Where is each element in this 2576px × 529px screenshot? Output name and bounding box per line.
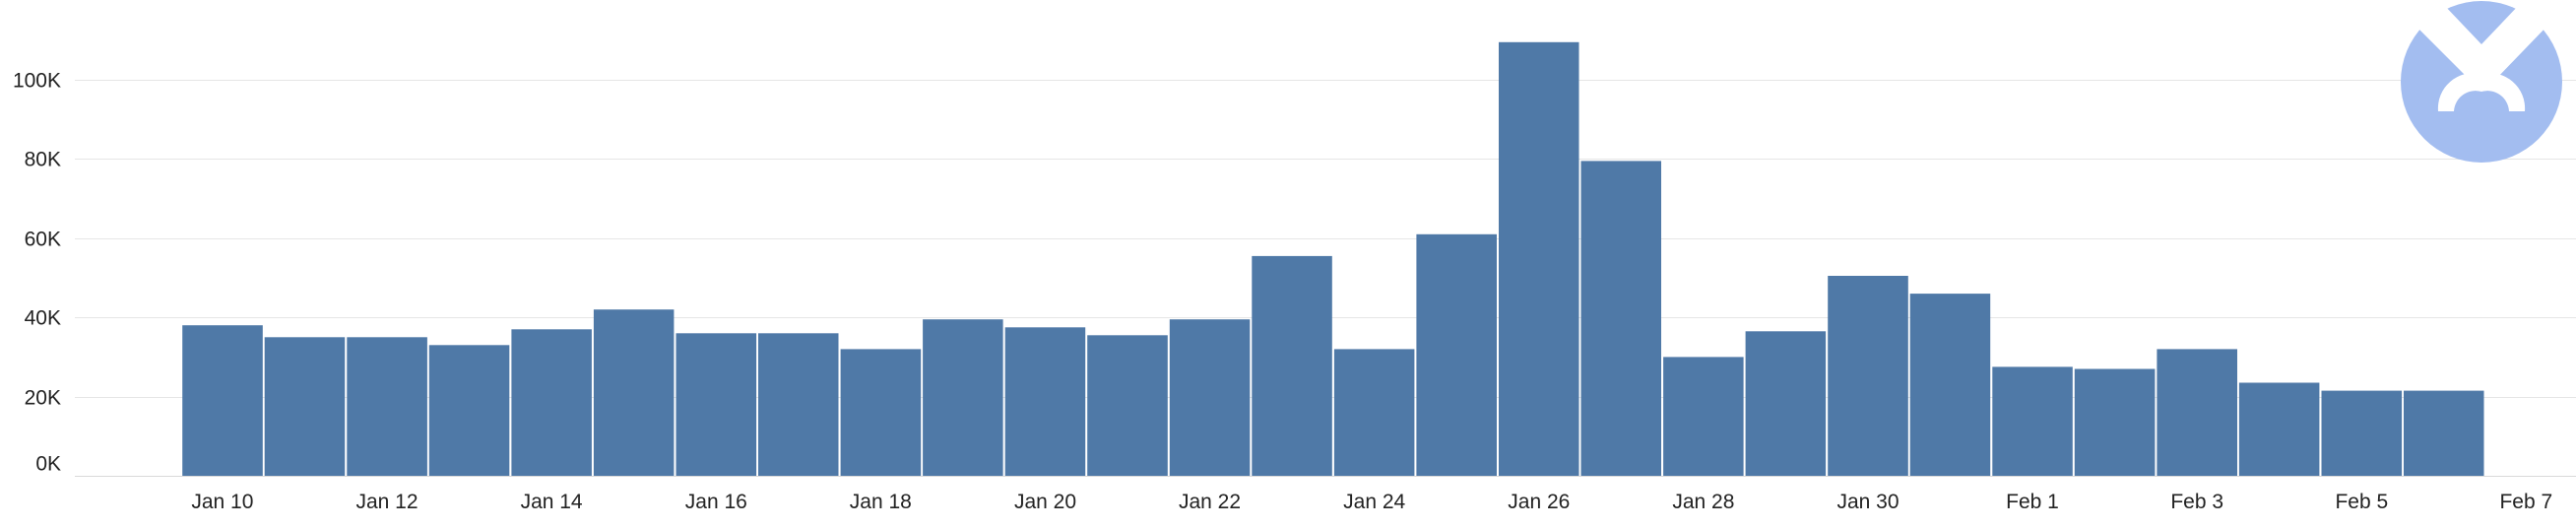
bar-jan-19[interactable]: Jan 19: 39500 [923,319,1003,476]
bar-jan-31[interactable]: Jan 31: 46000 [1909,294,1991,476]
x-tick-label: Feb 1 [2006,491,2059,513]
y-tick-label: 20K [25,387,61,410]
bar-feb-4[interactable]: Feb 4: 23500 [2238,382,2320,477]
y-tick-label: 0K [35,453,61,476]
bar-jan-13[interactable]: Jan 13: 33000 [428,345,510,476]
bar-jan-10[interactable]: Jan 10: 38000 [182,325,263,476]
bar-feb-2[interactable]: Feb 2: 27000 [2074,368,2156,477]
logo-m-shape [2413,3,2550,82]
x-tick-label: Jan 16 [685,491,747,513]
bar-jan-21[interactable]: Jan 21: 35500 [1087,335,1168,476]
bar-feb-3[interactable]: Feb 3: 32000 [2157,349,2237,476]
bar-jan-14[interactable]: Jan 14: 37000 [511,329,592,476]
x-tick-label: Feb 7 [2499,491,2552,513]
logo-inner-arc [2437,73,2526,111]
x-tick-label: Jan 30 [1836,491,1899,513]
bar-jan-28[interactable]: Jan 28: 30000 [1663,357,1744,476]
malwarebytes-logo-icon [2401,1,2562,163]
y-tick-label: 60K [25,229,61,251]
bar-jan-23[interactable]: Jan 23: 55500 [1252,255,1332,476]
bar-jan-20[interactable]: Jan 20: 37500 [1004,327,1086,477]
bar-jan-24[interactable]: Jan 24: 32000 [1333,349,1415,476]
x-tick-label: Jan 26 [1508,491,1570,513]
bar-jan-12[interactable]: Jan 12: 35000 [347,337,427,476]
bar-jan-18[interactable]: Jan 18: 32000 [840,349,922,476]
x-tick-label: Jan 12 [355,491,418,513]
x-tick-label: Feb 3 [2170,491,2223,513]
x-tick-label: Jan 28 [1672,491,1734,513]
x-tick-label: Jan 22 [1179,491,1241,513]
bar-jan-25[interactable]: Jan 25: 61000 [1416,233,1497,476]
x-tick-label: Jan 10 [191,491,253,513]
bar-jan-17[interactable]: Jan 17: 36000 [758,333,839,476]
bar-feb-6[interactable]: Feb 6: 21500 [2404,390,2484,476]
bar-jan-26[interactable]: Jan 26: 109500 [1499,41,1579,477]
x-tick-label: Jan 24 [1343,491,1405,513]
x-tick-label: Jan 14 [521,491,583,513]
y-tick-label: 80K [25,149,61,171]
y-tick-label: 100K [13,70,61,93]
axes: 0K 20K 40K 60K 80K 100K Jan 10 Jan 12 Jan 14 Jan … [13,70,2576,513]
bar-feb-5[interactable]: Feb 5: 21500 [2321,390,2403,476]
x-tick-label: Jan 20 [1014,491,1076,513]
bar-jan-30[interactable]: Jan 30: 50500 [1828,276,1908,476]
x-tick-label: Feb 5 [2335,491,2388,513]
bar-jan-27[interactable]: Jan 27: 79500 [1580,161,1662,476]
bar-jan-11[interactable]: Jan 11: 35000 [264,337,346,476]
bar-jan-22[interactable]: Jan 22: 39500 [1169,319,1251,476]
bar-jan-16[interactable]: Jan 16: 36000 [676,333,757,476]
bar-feb-1[interactable]: Feb 1: 27500 [1992,366,2073,476]
bar-jan-15[interactable]: Jan 15: 42000 [593,309,675,476]
x-tick-label: Jan 18 [850,491,912,513]
bars: Jan 10: 38000Jan 11: 35000Jan 12: 35000J… [182,41,2484,477]
bar-jan-29[interactable]: Jan 29: 36500 [1745,331,1827,476]
y-tick-label: 40K [25,307,61,330]
